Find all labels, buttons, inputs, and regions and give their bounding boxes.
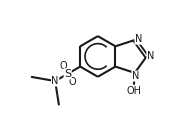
Text: N: N [132,71,139,81]
Text: OH: OH [126,85,141,96]
Text: N: N [51,76,59,86]
Text: O: O [69,77,76,87]
Text: N: N [147,51,154,61]
Text: N: N [135,34,142,44]
Text: S: S [64,69,71,79]
Text: O: O [59,61,67,71]
